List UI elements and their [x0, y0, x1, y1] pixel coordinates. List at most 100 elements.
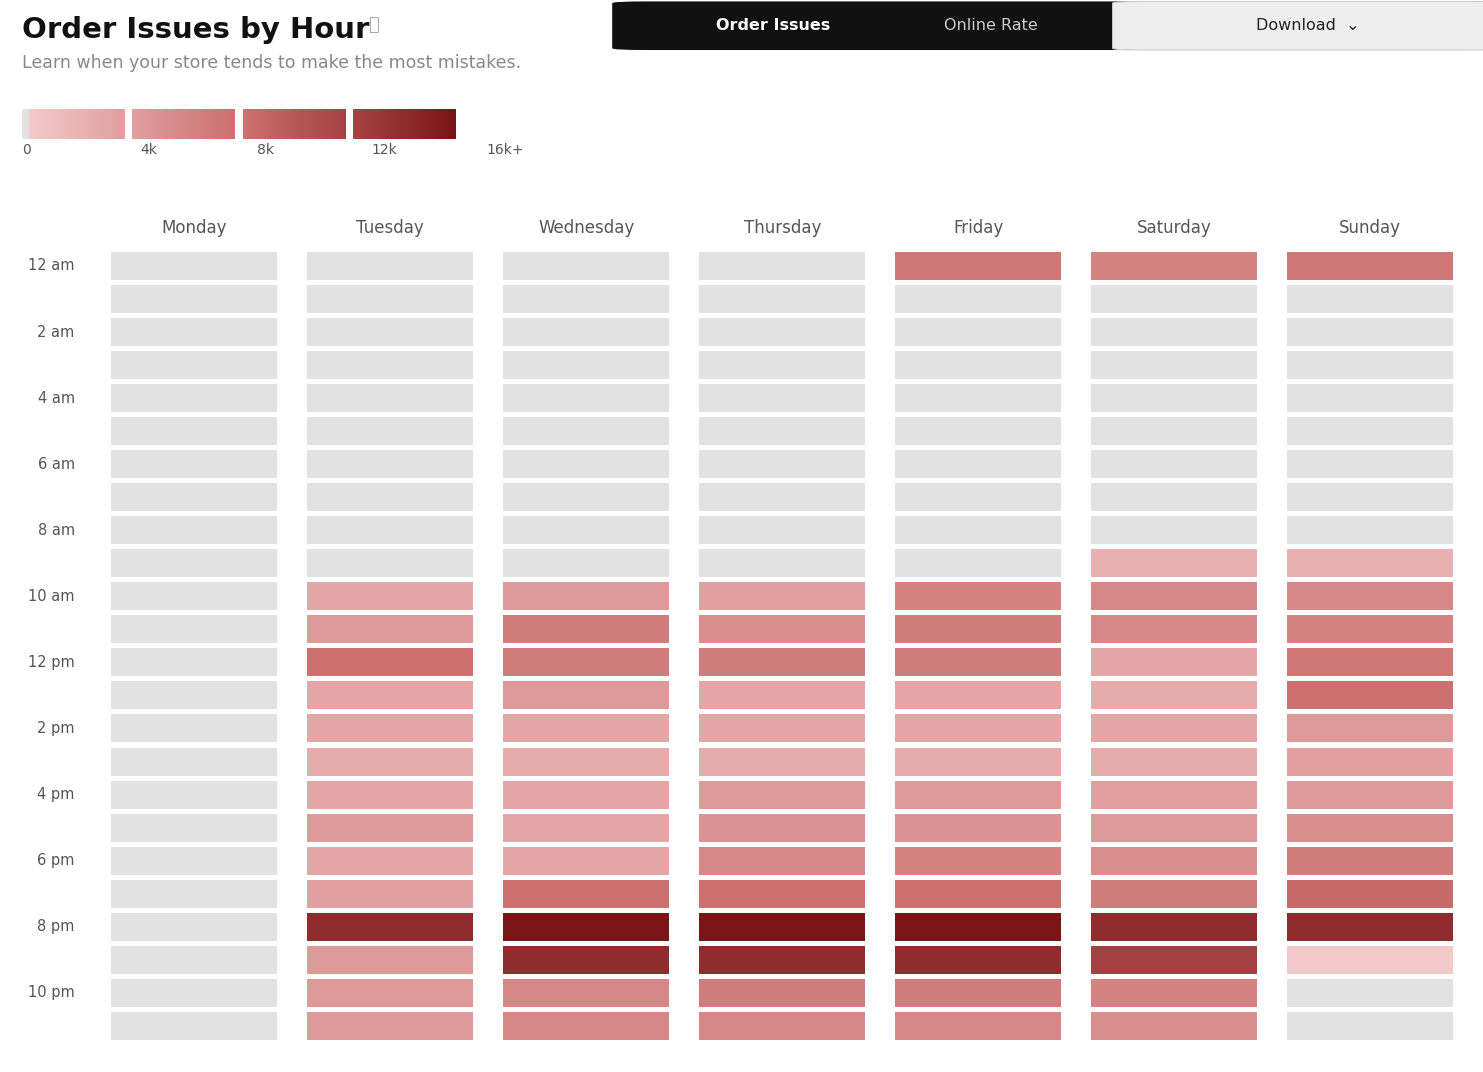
Bar: [1091, 252, 1258, 280]
Bar: [503, 1012, 669, 1040]
Text: Order Issues: Order Issues: [716, 18, 830, 33]
Bar: [698, 285, 866, 313]
Bar: [1287, 979, 1453, 1007]
Text: 6 am: 6 am: [37, 457, 74, 472]
Bar: [896, 847, 1062, 875]
Bar: [1287, 649, 1453, 676]
Bar: [1091, 780, 1258, 808]
Bar: [1287, 417, 1453, 445]
Bar: [698, 780, 866, 808]
Text: Sunday: Sunday: [1339, 219, 1401, 237]
Bar: [896, 946, 1062, 973]
Bar: [1091, 912, 1258, 941]
Bar: [896, 714, 1062, 743]
Bar: [503, 285, 669, 313]
Bar: [307, 417, 473, 445]
Bar: [896, 450, 1062, 478]
Text: 2 pm: 2 pm: [37, 721, 74, 736]
Text: 12 pm: 12 pm: [28, 655, 74, 670]
Bar: [1091, 483, 1258, 511]
Bar: [896, 351, 1062, 379]
Bar: [1091, 351, 1258, 379]
Text: Learn when your store tends to make the most mistakes.: Learn when your store tends to make the …: [22, 54, 522, 72]
Bar: [1091, 847, 1258, 875]
Bar: [503, 483, 669, 511]
FancyBboxPatch shape: [1112, 1, 1483, 50]
Bar: [111, 351, 277, 379]
Bar: [307, 285, 473, 313]
Bar: [698, 649, 866, 676]
Bar: [111, 417, 277, 445]
Bar: [1091, 582, 1258, 610]
Bar: [698, 946, 866, 973]
Text: Friday: Friday: [954, 219, 1004, 237]
Bar: [503, 714, 669, 743]
Bar: [307, 880, 473, 908]
Bar: [1287, 549, 1453, 578]
Bar: [111, 979, 277, 1007]
Bar: [307, 615, 473, 643]
Bar: [896, 318, 1062, 346]
Bar: [896, 979, 1062, 1007]
Bar: [503, 814, 669, 842]
Bar: [698, 615, 866, 643]
Bar: [698, 517, 866, 545]
Bar: [896, 549, 1062, 578]
Bar: [896, 417, 1062, 445]
Bar: [503, 747, 669, 775]
Bar: [896, 384, 1062, 412]
Bar: [1287, 847, 1453, 875]
Bar: [1287, 615, 1453, 643]
Bar: [111, 582, 277, 610]
Bar: [896, 252, 1062, 280]
Bar: [111, 747, 277, 775]
Bar: [503, 649, 669, 676]
Bar: [1091, 814, 1258, 842]
Bar: [1091, 946, 1258, 973]
Bar: [111, 615, 277, 643]
Bar: [698, 582, 866, 610]
Bar: [111, 285, 277, 313]
Text: 2 am: 2 am: [37, 325, 74, 340]
Bar: [1287, 814, 1453, 842]
Text: 10 pm: 10 pm: [28, 985, 74, 1000]
Bar: [111, 450, 277, 478]
Text: 8 pm: 8 pm: [37, 919, 74, 934]
Bar: [896, 682, 1062, 710]
Bar: [503, 252, 669, 280]
Bar: [1091, 450, 1258, 478]
Bar: [698, 417, 866, 445]
Bar: [1287, 912, 1453, 941]
Text: Wednesday: Wednesday: [538, 219, 635, 237]
Bar: [503, 318, 669, 346]
Bar: [307, 252, 473, 280]
Bar: [1287, 351, 1453, 379]
Bar: [896, 814, 1062, 842]
Bar: [111, 483, 277, 511]
Bar: [307, 549, 473, 578]
Bar: [896, 880, 1062, 908]
Text: 4k: 4k: [141, 143, 157, 157]
Text: Thursday: Thursday: [743, 219, 822, 237]
Text: Order Issues by Hour: Order Issues by Hour: [22, 16, 369, 44]
Bar: [1091, 417, 1258, 445]
Text: Saturday: Saturday: [1137, 219, 1212, 237]
Bar: [1287, 780, 1453, 808]
Bar: [896, 285, 1062, 313]
Bar: [1287, 483, 1453, 511]
Text: Tuesday: Tuesday: [356, 219, 424, 237]
Text: 12 am: 12 am: [28, 258, 74, 273]
Bar: [896, 912, 1062, 941]
Bar: [1287, 517, 1453, 545]
Bar: [307, 450, 473, 478]
Bar: [111, 880, 277, 908]
Bar: [698, 714, 866, 743]
Bar: [1287, 285, 1453, 313]
Text: 4 am: 4 am: [37, 390, 74, 405]
Bar: [1091, 714, 1258, 743]
Bar: [307, 351, 473, 379]
Bar: [698, 1012, 866, 1040]
Bar: [1287, 318, 1453, 346]
Bar: [307, 747, 473, 775]
Bar: [307, 912, 473, 941]
